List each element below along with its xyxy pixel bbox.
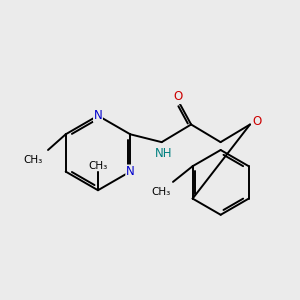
Text: CH₃: CH₃ [88,161,108,171]
Text: NH: NH [155,147,172,160]
Text: CH₃: CH₃ [152,187,171,197]
Text: N: N [94,109,102,122]
Text: N: N [126,165,135,178]
Text: O: O [252,115,261,128]
Text: CH₃: CH₃ [24,155,43,165]
Text: O: O [174,91,183,103]
